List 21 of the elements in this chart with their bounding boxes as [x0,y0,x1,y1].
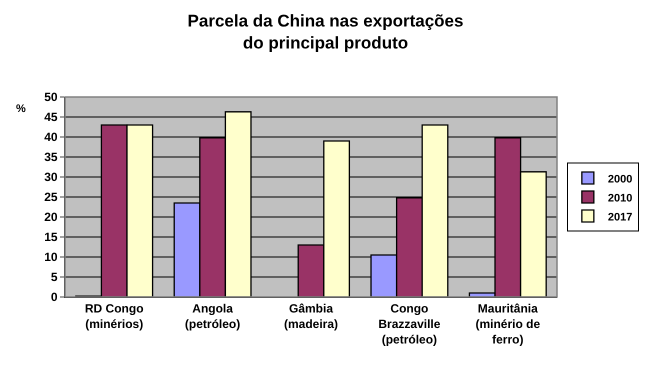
x-tick-label: Angola (petróleo) [184,301,240,331]
y-tick-label: 35 [44,150,58,164]
y-tick-label: 15 [44,230,58,244]
legend-label: 2017 [608,211,632,224]
chart-title: Parcela da China nas exportações do principal produto [188,12,464,53]
y-tick-label: 50 [44,90,58,104]
y-tick-label: 30 [44,170,58,184]
y-tick-label: 5 [50,270,58,284]
legend-label: 2000 [608,173,632,186]
x-tick-label: RD Congo (minérios) [84,301,144,331]
x-tick-label: Gâmbia (madeira) [284,301,338,331]
y-axis-title: % [16,103,26,115]
y-tick-label: 40 [44,130,58,144]
x-tick-label: Mauritânia (minério de ferro) [475,301,540,347]
y-tick-label: 45 [44,110,58,124]
y-tick-label: 10 [44,250,58,264]
y-tick-label: 25 [44,190,58,204]
y-tick-label: 0 [50,290,58,304]
y-tick-label: 20 [44,210,58,224]
x-tick-label: Congo Brazzaville (petróleo) [378,301,441,347]
legend-label: 2010 [608,192,632,204]
